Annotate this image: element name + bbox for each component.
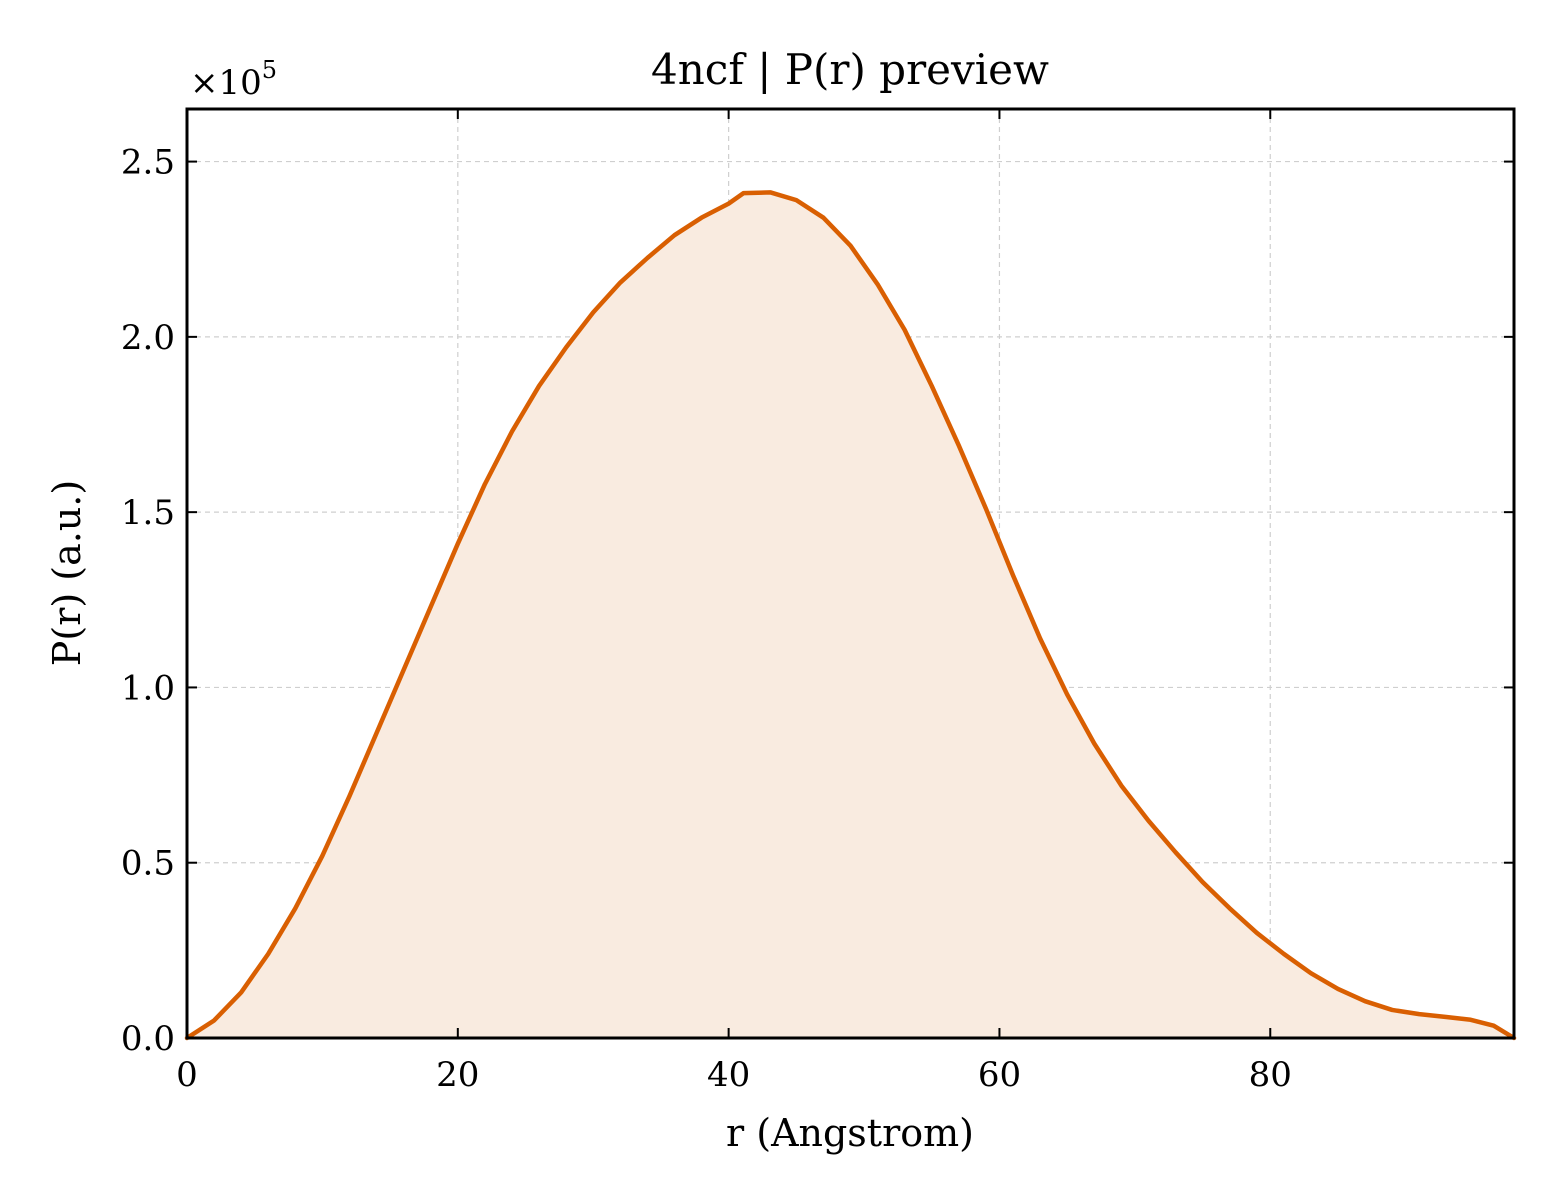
y-multiplier-base: ×10 [190, 63, 262, 103]
chart-title: 4ncf | P(r) preview [651, 45, 1049, 94]
y-tick-label: 1.5 [121, 493, 175, 533]
plot-frame [185, 107, 1516, 1040]
y-axis-label: P(r) (a.u.) [45, 480, 89, 666]
x-axis-label: r (Angstrom) [726, 1111, 974, 1155]
y-tick-label: 0.5 [121, 844, 175, 884]
pr-curve-line [184, 190, 1517, 1041]
y-tick-label: 1.0 [121, 668, 175, 708]
x-tick-label: 20 [436, 1055, 479, 1095]
y-tick-label: 0.0 [121, 1019, 175, 1059]
x-tick-label: 40 [707, 1055, 750, 1095]
x-tick-label: 60 [978, 1055, 1021, 1095]
x-tick-label: 0 [176, 1055, 198, 1095]
ticks-layer: 0 20 40 60 80 0.0 0.5 1.0 1.5 2.0 2.5 [121, 109, 1514, 1095]
y-axis-multiplier: ×105 [190, 56, 277, 103]
pr-area-fill [187, 192, 1514, 1038]
y-multiplier-exponent: 5 [262, 56, 277, 84]
y-tick-label: 2.0 [121, 318, 175, 358]
y-tick-label: 2.5 [121, 143, 175, 183]
x-tick-label: 80 [1249, 1055, 1292, 1095]
